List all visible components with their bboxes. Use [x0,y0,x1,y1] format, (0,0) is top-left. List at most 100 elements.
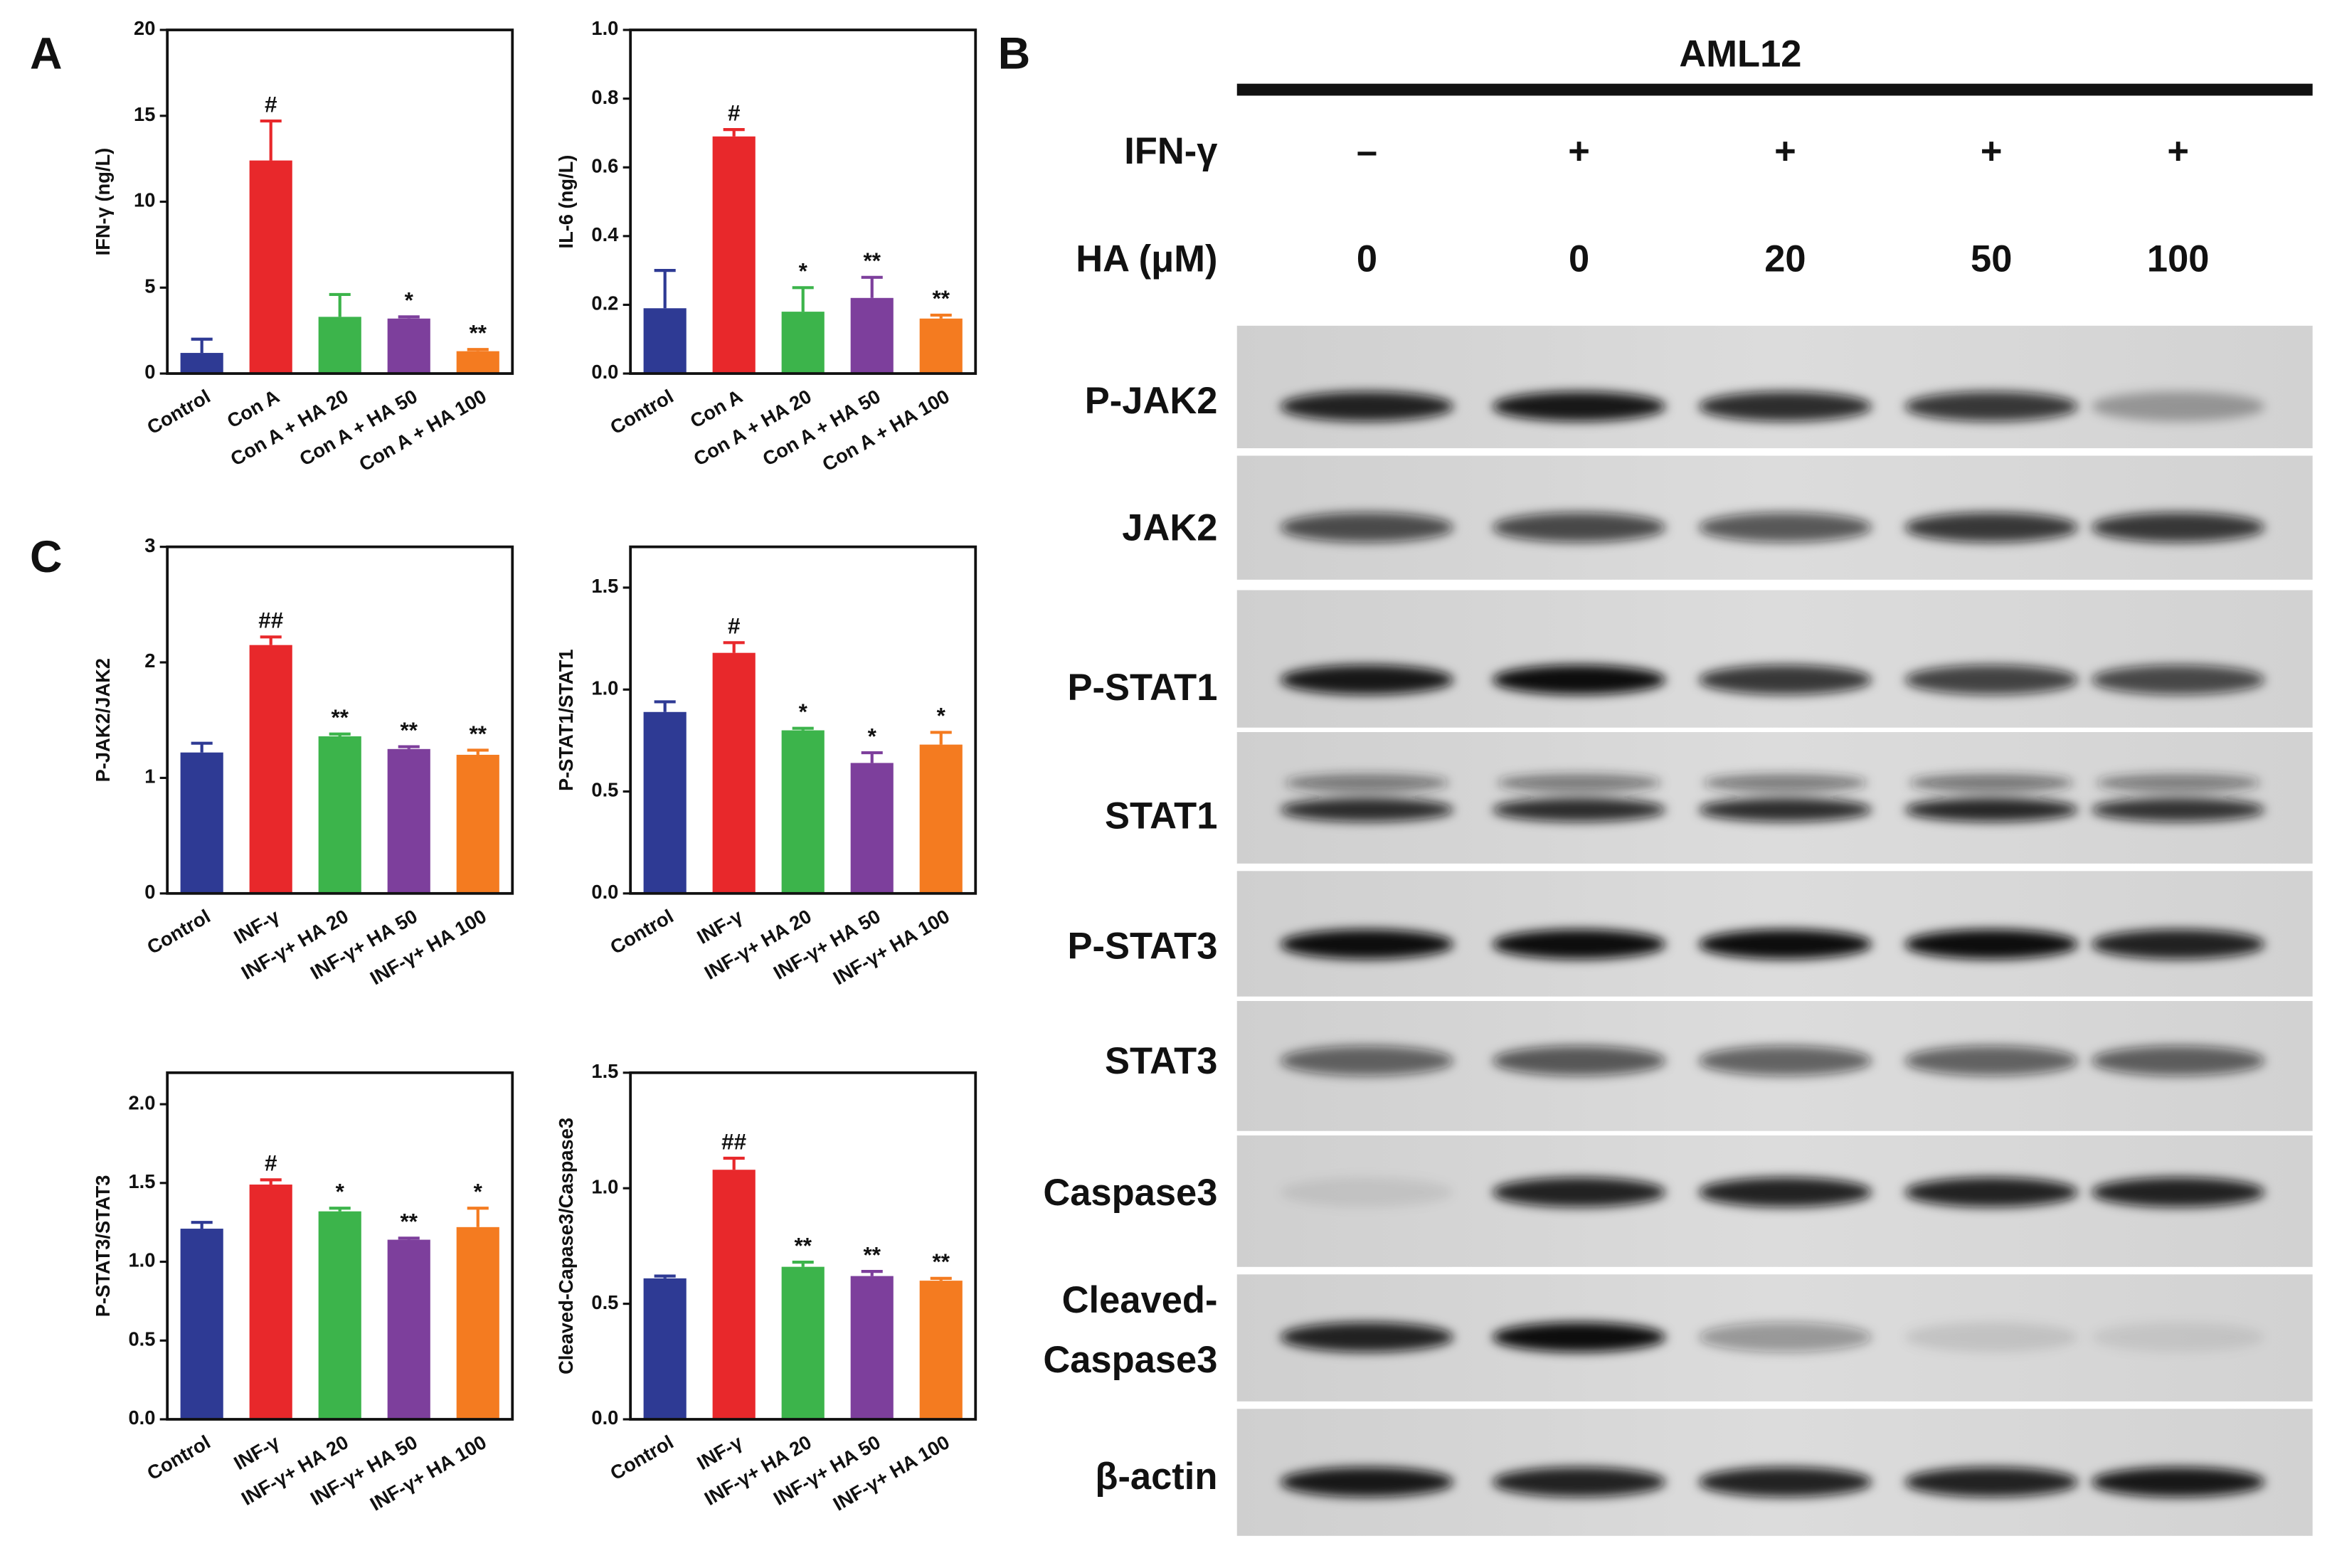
treatment-value: 0 [1569,238,1589,280]
y-tick-label: 0.5 [128,1328,155,1350]
x-tick-label: INF-γ+ HA 100 [830,905,953,989]
band [2091,391,2265,422]
significance: ** [794,1232,812,1258]
plot-frame [629,1071,977,1421]
blot-bands [1280,1322,2265,1352]
bar [456,754,499,894]
band [1492,391,1666,422]
band [2091,1467,2265,1498]
x-tick-label: Con A + HA 20 [227,385,352,470]
band [1280,1467,1454,1498]
band [1904,1467,2079,1498]
bar [318,317,361,374]
significance: ** [932,1249,950,1274]
blot-title: AML12 [1679,33,1801,75]
bar [781,312,825,374]
bar [249,645,292,894]
x-tick-label: Con A + HA 20 [689,385,815,470]
band-label: P-STAT1 [1068,667,1218,709]
treatment-value: – [1357,130,1377,172]
bar [850,1276,894,1419]
significance: ** [932,285,950,311]
band-label: P-JAK2 [1085,380,1218,422]
band [2091,1322,2265,1352]
significance: ** [470,721,487,746]
y-tick-label: 2 [144,650,155,672]
y-tick-label: 15 [134,103,155,125]
y-axis-title: P-STAT1/STAT1 [555,649,577,791]
bar [850,763,894,894]
band [1904,798,2079,822]
band [1280,798,1454,822]
band [2091,1046,2265,1076]
significance: ## [721,1128,746,1154]
panel-label: B [998,28,1031,78]
blot-bands [1280,773,2265,822]
significance: ## [258,608,283,633]
band [2091,512,2265,543]
treatment-value: 50 [1971,238,2012,280]
y-tick-label: 1.5 [591,575,618,597]
x-tick-label: Control [143,385,213,438]
treatment-label: IFN-γ [1124,130,1217,172]
y-axis-title: Cleaved-Capase3/Caspase3 [555,1118,577,1374]
bar [712,652,756,894]
y-tick-label: 5 [144,275,155,297]
treatment-value: + [1568,130,1590,172]
band [1492,664,1666,695]
bar [456,1227,499,1419]
plot-frame [166,1071,514,1421]
band [1698,391,1872,422]
significance: # [265,91,277,117]
bar [180,1229,223,1419]
significance: * [474,1179,483,1204]
y-tick-label: 0.5 [591,1291,618,1313]
y-tick-label: 0.0 [591,361,618,383]
band [1492,1467,1666,1498]
band [1492,1177,1666,1207]
blot-bands [1280,512,2265,543]
band [1492,512,1666,543]
blot-membrane [1236,590,2313,728]
header-rule [1236,83,2313,96]
y-tick-label: 1.0 [591,1175,618,1197]
bar [249,160,292,374]
plot-frame [166,28,514,375]
band [1698,1046,1872,1076]
significance: # [265,1150,277,1176]
y-tick-label: 0 [144,361,155,383]
treatment-value: + [1981,130,2003,172]
band [1904,512,2079,543]
x-tick-label: Control [606,905,677,958]
band [1698,798,1872,822]
blot-bands [1280,1046,2265,1076]
blot-bands [1280,929,2265,960]
band-label: STAT1 [1105,795,1217,837]
y-axis-title: IL-6 (ng/L) [555,155,577,249]
y-tick-label: 1.5 [591,1060,618,1082]
band [1904,1322,2079,1352]
blot-bands [1280,1467,2265,1498]
significance: * [405,287,414,313]
x-tick-label: Control [143,905,213,958]
blot-bands [1280,1177,2265,1207]
bar [919,318,963,374]
significance: * [336,1179,345,1204]
treatment-value: + [2167,130,2189,172]
band [1280,1046,1454,1076]
band-label: β-actin [1095,1456,1217,1498]
bar [249,1185,292,1419]
bar [781,730,825,894]
bar [180,752,223,894]
y-tick-label: 0.0 [591,1407,618,1429]
plot-frame [629,545,977,895]
band [1492,1322,1666,1352]
bar [850,297,894,374]
y-tick-label: 10 [134,189,155,211]
band-label: Caspase3 [1043,1339,1217,1381]
significance: # [728,100,741,125]
bar [318,736,361,894]
significance: * [868,723,877,748]
